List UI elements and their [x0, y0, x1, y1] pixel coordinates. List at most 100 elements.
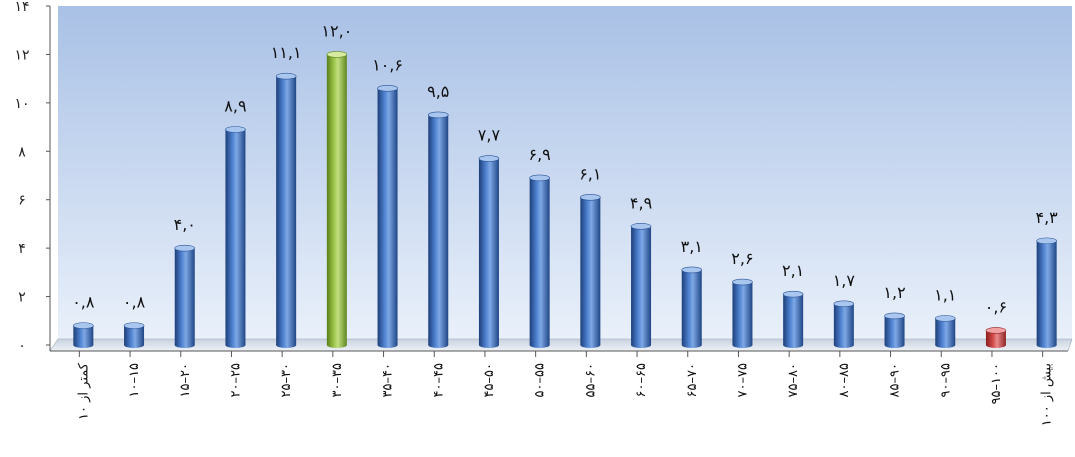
x-tick-label: ۵۰–۵۵	[533, 363, 548, 397]
y-axis: ۰ ۲ ۴ ۶ ۸ ۱۰ ۱۲ ۱۴	[14, 0, 51, 354]
data-label: ۰,۸	[123, 293, 146, 312]
bar	[985, 327, 1007, 348]
bar-base	[580, 342, 601, 348]
x-tick-label: ۷۰–۷۵	[735, 363, 750, 397]
bar-body	[884, 315, 905, 345]
y-tick-label: ۰	[18, 338, 26, 354]
bar-body	[326, 54, 347, 346]
bar-base	[124, 342, 145, 348]
bar-base	[377, 342, 398, 348]
x-tick-label: ۹۵–۱۰۰	[989, 363, 1004, 404]
bar-cap	[478, 155, 500, 162]
bar-base	[326, 342, 347, 348]
bar-base	[1036, 342, 1057, 348]
plot-background	[49, 6, 1073, 352]
bar	[326, 51, 348, 348]
data-label: ۶,۹	[529, 145, 551, 164]
x-tick-label: ۲۵–۳۰	[279, 363, 294, 397]
bar-cap	[123, 322, 145, 329]
bar-base	[985, 342, 1006, 348]
bar-base	[478, 342, 499, 348]
bar-body	[732, 282, 753, 345]
data-label: ۴,۰	[174, 215, 196, 234]
bar-body	[580, 197, 601, 345]
bar-cap	[732, 278, 753, 286]
bar-base	[935, 342, 956, 348]
bar-cap	[377, 85, 398, 92]
bar	[123, 322, 145, 348]
bar	[427, 111, 449, 348]
data-label: ۱,۷	[833, 271, 856, 290]
y-tick-label: ۲	[18, 290, 26, 306]
bar	[73, 322, 94, 348]
bar-cap	[934, 315, 956, 322]
bar-body	[73, 325, 94, 345]
x-tick-label: ۴۵–۵۰	[482, 363, 497, 397]
x-tick-label: ۳۰–۳۵	[330, 363, 345, 397]
x-tick-label: ۶۵–۷۰	[685, 363, 700, 397]
plot-back-wall	[58, 6, 1072, 339]
bar-cap	[73, 322, 94, 329]
data-label: ۰,۸	[72, 293, 95, 312]
bar	[478, 155, 500, 348]
bar	[681, 266, 703, 348]
data-label: ۱۰,۶	[372, 55, 403, 74]
bar-cap	[326, 51, 348, 58]
bar-body	[833, 303, 854, 345]
bar	[225, 126, 246, 348]
data-label: ۱,۲	[883, 283, 905, 302]
plot-floor	[49, 338, 1073, 352]
bar-base	[631, 342, 652, 348]
bar-body	[681, 269, 702, 345]
bar-base	[681, 342, 702, 348]
data-label: ۹,۵	[427, 82, 449, 101]
y-tick-label: ۱۴	[14, 0, 29, 15]
bar-body	[783, 294, 804, 345]
bar	[174, 244, 196, 348]
bar	[1036, 237, 1057, 348]
data-label: ۱۱,۱	[271, 43, 302, 62]
bar-base	[884, 342, 905, 348]
bar	[732, 278, 753, 348]
bar-base	[732, 342, 753, 348]
bar-body	[478, 158, 499, 345]
y-tick-label: ۱۰	[14, 96, 29, 112]
x-tick-label: ۱۰–۱۵	[127, 363, 142, 397]
data-label: ۲,۱	[782, 261, 804, 280]
data-label: ۶,۱	[579, 164, 601, 183]
bar-base	[428, 342, 449, 348]
bar-body	[428, 114, 449, 345]
x-tick-label: کمتر از ۱۰	[76, 362, 91, 420]
data-label: ۸,۹	[224, 96, 246, 115]
x-tick-label: ۷۵–۸۰	[786, 363, 801, 397]
bar	[833, 300, 855, 348]
bar-cap	[681, 266, 703, 274]
bar-body	[935, 318, 956, 345]
bar-body	[225, 129, 246, 345]
bars-group	[73, 51, 1057, 348]
data-label: ۰,۶	[985, 297, 1007, 316]
x-tick-label: ۲۰–۲۵	[228, 363, 243, 397]
bar	[630, 223, 652, 348]
x-tick-label: ۸۰–۸۵	[837, 363, 852, 397]
bar-base	[529, 342, 550, 348]
bar	[934, 315, 956, 348]
bar	[782, 290, 804, 348]
x-axis: کمتر از ۱۰ ۱۰–۱۵ ۱۵–۲۰ ۲۰–۲۵ ۲۵–۳۰ ۳۰–۳۵ ۳۵–۴۰…	[50, 350, 1068, 426]
bar-base	[833, 342, 854, 348]
x-tick-label: ۳۵–۴۰	[381, 363, 396, 397]
bar-body	[174, 248, 195, 345]
bar-base	[783, 342, 804, 348]
bar-body	[529, 177, 550, 345]
y-tick-label: ۱۲	[14, 47, 29, 63]
bar-cap	[580, 193, 601, 201]
bar-base	[73, 342, 94, 348]
data-label: ۱۲,۰	[321, 21, 352, 40]
bar-cap	[884, 312, 905, 320]
bar-body	[377, 88, 398, 345]
bar	[377, 85, 398, 348]
data-label: ۷,۷	[478, 126, 501, 145]
y-tick-label: ۶	[18, 193, 26, 209]
bar-base	[174, 342, 195, 348]
